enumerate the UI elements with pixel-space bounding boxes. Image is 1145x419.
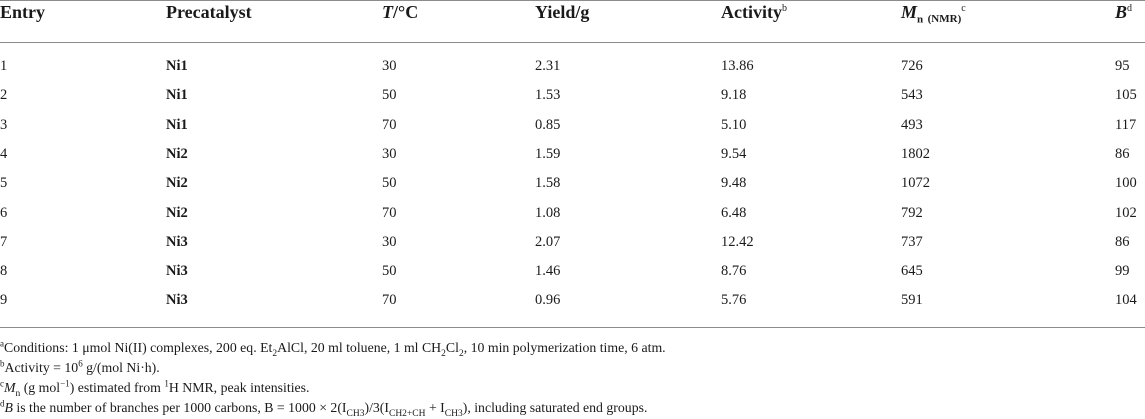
cell-activity: 13.86 xyxy=(721,58,754,74)
cell-entry: 2 xyxy=(0,87,8,104)
cell-entry: 1 xyxy=(0,58,8,74)
table-bottom-rule xyxy=(0,327,1145,328)
cell-precatalyst: Ni3 xyxy=(166,263,188,280)
cell-activity: 5.76 xyxy=(721,292,747,309)
cell-precatalyst: Ni3 xyxy=(166,292,188,309)
cell-branches: 102 xyxy=(1115,204,1137,221)
cell-mn: 1072 xyxy=(901,175,930,192)
cell-activity: 9.54 xyxy=(721,145,747,162)
cell-mn: 645 xyxy=(901,263,923,280)
footnote-d: dB is the number of branches per 1000 ca… xyxy=(0,398,648,419)
cell-mn: 737 xyxy=(901,233,923,250)
mn-footnote-mark: c xyxy=(961,3,966,14)
cell-yield: 0.85 xyxy=(535,116,561,133)
cell-precatalyst: Ni1 xyxy=(166,58,188,74)
branches-footnote-mark: d xyxy=(1127,3,1133,14)
cell-temperature: 50 xyxy=(382,87,397,104)
cell-entry: 4 xyxy=(0,145,8,162)
header-mn: Mn (NMR)c xyxy=(901,1,966,30)
cell-mn: 1802 xyxy=(901,145,930,162)
cell-temperature: 70 xyxy=(382,116,397,133)
temperature-unit: /°C xyxy=(393,2,419,22)
cell-precatalyst: Ni3 xyxy=(166,233,188,250)
cell-yield: 2.31 xyxy=(535,58,561,74)
cell-temperature: 50 xyxy=(382,175,397,192)
footnote-b: bActivity = 106 g/(mol Ni·h). xyxy=(0,358,160,375)
cell-branches: 86 xyxy=(1115,233,1130,250)
cell-mn: 493 xyxy=(901,116,923,133)
cell-branches: 95 xyxy=(1115,58,1130,74)
cell-precatalyst: Ni2 xyxy=(166,175,188,192)
table-header-row: Entry Precatalyst T/°C Yield/g Activityb… xyxy=(0,0,1145,42)
cell-branches: 117 xyxy=(1115,116,1137,133)
footnote-c: cMn (g mol−1) estimated from 1H NMR, pea… xyxy=(0,378,310,399)
cell-entry: 9 xyxy=(0,292,8,309)
cell-precatalyst: Ni2 xyxy=(166,145,188,162)
cell-activity: 5.10 xyxy=(721,116,747,133)
activity-footnote-mark: b xyxy=(781,3,787,14)
footnote-a: aConditions: 1 μmol Ni(II) complexes, 20… xyxy=(0,338,666,359)
cell-yield: 2.07 xyxy=(535,233,561,250)
mn-subscript: n xyxy=(917,13,924,26)
cell-activity: 9.48 xyxy=(721,175,747,192)
header-entry: Entry xyxy=(0,2,45,22)
cell-entry: 5 xyxy=(0,175,8,192)
cell-precatalyst: Ni1 xyxy=(166,87,188,104)
cell-entry: 8 xyxy=(0,263,8,280)
cell-temperature: 70 xyxy=(382,204,397,221)
cell-entry: 7 xyxy=(0,233,8,250)
cell-precatalyst: Ni2 xyxy=(166,204,188,221)
cell-mn: 792 xyxy=(901,204,923,221)
cell-yield: 1.53 xyxy=(535,87,561,104)
cell-yield: 1.46 xyxy=(535,263,561,280)
header-yield: Yield/g xyxy=(535,2,590,22)
cell-activity: 8.76 xyxy=(721,263,747,280)
cell-branches: 104 xyxy=(1115,292,1137,309)
cell-activity: 9.18 xyxy=(721,87,747,104)
table-footnotes: aConditions: 1 μmol Ni(II) complexes, 20… xyxy=(0,338,1145,419)
cell-activity: 6.48 xyxy=(721,204,747,221)
table-top-rule xyxy=(0,0,1145,1)
cell-temperature: 30 xyxy=(382,233,397,250)
table-header-rule xyxy=(0,42,1145,43)
cell-temperature: 50 xyxy=(382,263,397,280)
temperature-symbol: T xyxy=(382,2,393,22)
cell-temperature: 30 xyxy=(382,58,397,74)
header-activity: Activityb xyxy=(721,1,787,23)
activity-label: Activity xyxy=(721,2,782,22)
cell-yield: 0.96 xyxy=(535,292,561,309)
cell-mn: 543 xyxy=(901,87,923,104)
cell-activity: 12.42 xyxy=(721,233,754,250)
cell-branches: 86 xyxy=(1115,145,1130,162)
mn-symbol: M xyxy=(901,2,918,22)
cell-precatalyst: Ni1 xyxy=(166,116,188,133)
cell-branches: 100 xyxy=(1115,175,1137,192)
header-branches: Bd xyxy=(1115,1,1132,23)
cell-mn: 726 xyxy=(901,58,923,74)
header-precatalyst: Precatalyst xyxy=(166,2,252,22)
cell-entry: 6 xyxy=(0,204,8,221)
cell-branches: 99 xyxy=(1115,263,1130,280)
cell-entry: 3 xyxy=(0,116,8,133)
header-temperature: T/°C xyxy=(382,1,418,23)
cell-branches: 105 xyxy=(1115,87,1137,104)
cell-yield: 1.59 xyxy=(535,145,561,162)
cell-yield: 1.58 xyxy=(535,175,561,192)
cell-temperature: 70 xyxy=(382,292,397,309)
cell-temperature: 30 xyxy=(382,145,397,162)
cell-mn: 591 xyxy=(901,292,923,309)
branches-symbol: B xyxy=(1115,2,1128,22)
mn-method: (NMR) xyxy=(927,13,962,25)
cell-yield: 1.08 xyxy=(535,204,561,221)
